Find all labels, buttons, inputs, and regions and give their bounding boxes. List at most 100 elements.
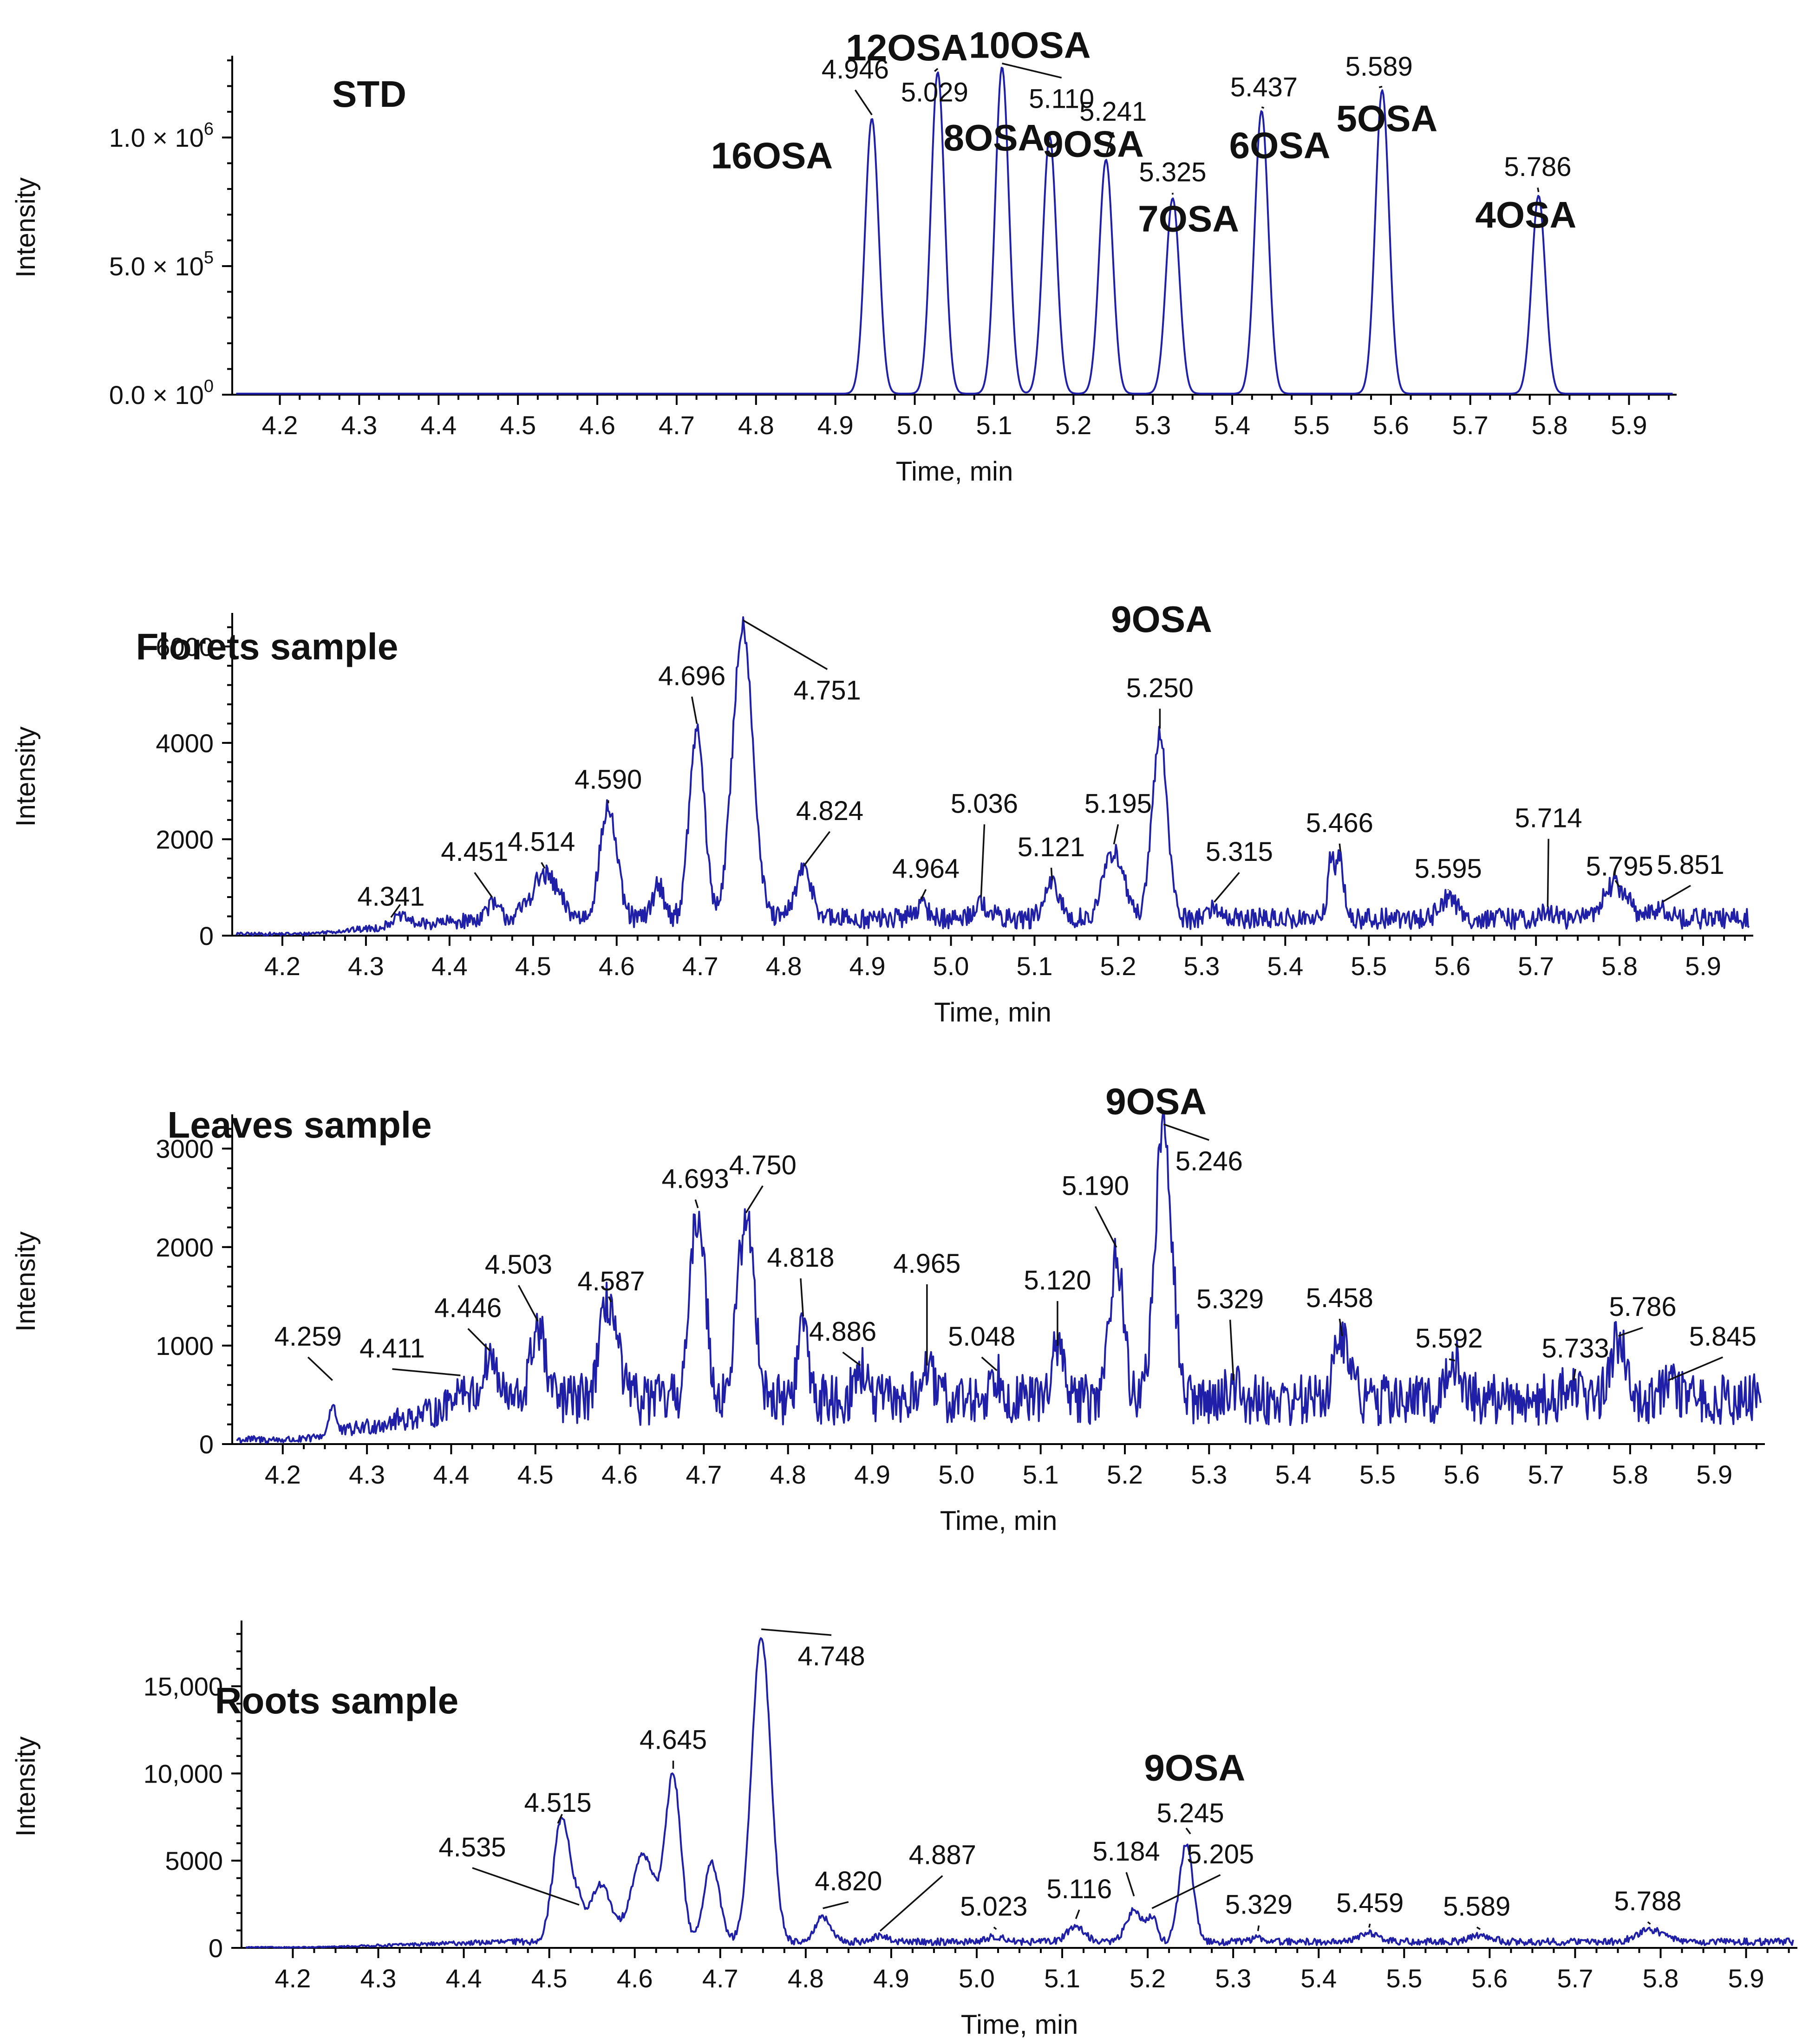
peak-label: 5.459 <box>1336 1888 1404 1918</box>
peak-label: 4.446 <box>434 1293 502 1323</box>
x-tick-label: 5.8 <box>1532 410 1568 440</box>
peak-leader-line <box>1368 1923 1371 1928</box>
peak-leader-line <box>1113 824 1119 845</box>
x-tick-label: 4.9 <box>849 951 886 981</box>
peak-label: 4.748 <box>797 1641 865 1671</box>
peak-leader-line <box>1476 1927 1481 1930</box>
peak-leader-line <box>1163 1123 1209 1141</box>
peak-leader-line <box>691 696 698 724</box>
x-tick-label: 4.9 <box>854 1460 890 1489</box>
compound-annotation: 9OSA <box>1111 599 1212 640</box>
peak-label: 5.205 <box>1187 1839 1254 1869</box>
x-tick-label: 5.4 <box>1300 1964 1337 1993</box>
peak-label: 5.048 <box>948 1321 1015 1352</box>
chromatogram-trace-std <box>236 66 1673 395</box>
y-tick-label: 4000 <box>156 729 214 758</box>
x-tick-label: 5.5 <box>1359 1460 1396 1489</box>
peak-leader-line <box>1614 880 1620 888</box>
x-tick-label: 4.8 <box>738 410 774 440</box>
peak-leader-line <box>307 1356 333 1381</box>
chromatogram-trace-leaves <box>236 1112 1762 1444</box>
compound-annotation: 9OSA <box>1043 124 1144 165</box>
x-tick-label: 4.2 <box>264 951 300 981</box>
peak-label: 4.587 <box>577 1266 645 1296</box>
x-tick-label: 4.5 <box>500 410 536 440</box>
y-tick-label: 0.0 × 100 <box>109 377 214 410</box>
x-axis-title: Time, min <box>940 1506 1057 1536</box>
peak-leader-line <box>980 824 986 898</box>
peak-leader-line <box>800 1278 804 1316</box>
peak-label: 5.786 <box>1609 1292 1677 1322</box>
peak-leader-line <box>981 1356 998 1371</box>
peak-leader-line <box>1378 85 1383 88</box>
peak-leader-line <box>541 862 546 869</box>
peak-label: 5.329 <box>1225 1890 1293 1920</box>
peak-label: 4.820 <box>815 1866 882 1896</box>
peak-label: 5.195 <box>1084 788 1152 819</box>
x-tick-label: 5.5 <box>1351 951 1387 981</box>
x-axis-title: Time, min <box>961 2010 1078 2040</box>
peak-leader-line <box>742 619 828 670</box>
peak-label: 4.590 <box>575 764 642 794</box>
peak-label: 5.595 <box>1415 853 1482 884</box>
y-tick-label: 10,000 <box>144 1759 223 1788</box>
x-tick-label: 4.7 <box>686 1460 722 1489</box>
peak-label: 5.315 <box>1206 837 1273 867</box>
x-tick-label: 4.4 <box>431 951 468 981</box>
x-tick-label: 4.3 <box>348 951 384 981</box>
compound-annotation: 6OSA <box>1229 124 1331 166</box>
peak-leader-line <box>1537 187 1540 192</box>
peak-leader-line <box>1449 1358 1456 1362</box>
x-tick-label: 5.6 <box>1373 410 1409 440</box>
compound-annotation: 9OSA <box>1144 1747 1245 1788</box>
y-tick-label: 1.0 × 106 <box>109 119 214 152</box>
peak-label: 4.818 <box>767 1243 834 1273</box>
peak-leader-line <box>472 1867 580 1906</box>
peak-leader-line <box>803 831 831 866</box>
x-tick-label: 4.9 <box>873 1964 909 1993</box>
chromatogram-trace-roots <box>245 1637 1794 1949</box>
compound-annotation: 7OSA <box>1138 198 1239 239</box>
x-axis-title: Time, min <box>896 456 1013 487</box>
y-axis-title: Intensity <box>11 727 41 827</box>
x-tick-label: 4.4 <box>446 1964 482 1993</box>
y-tick-label-mantissa: 0.0 × 10 <box>109 380 204 410</box>
peak-label: 5.786 <box>1504 152 1571 182</box>
x-tick-label: 4.7 <box>659 410 695 440</box>
x-tick-label: 4.6 <box>601 1460 638 1489</box>
peak-label: 5.466 <box>1306 808 1373 838</box>
peak-leader-line <box>879 1875 943 1932</box>
peak-label: 5.788 <box>1614 1886 1681 1916</box>
peak-leader-line <box>1229 1320 1234 1380</box>
peak-leader-line <box>993 1927 997 1930</box>
peak-label: 5.121 <box>1018 832 1085 862</box>
peak-label: 4.887 <box>909 1840 976 1870</box>
x-tick-label: 5.8 <box>1612 1460 1648 1489</box>
peak-leader-line <box>934 68 939 72</box>
y-axis-title: Intensity <box>11 1231 41 1332</box>
peak-label: 5.851 <box>1657 850 1724 880</box>
peak-label: 5.241 <box>1079 97 1147 127</box>
peak-leader-line <box>1075 1909 1080 1920</box>
y-axis-title: Intensity <box>11 1737 41 1837</box>
x-tick-label: 5.8 <box>1601 951 1638 981</box>
peak-label: 5.589 <box>1345 52 1413 82</box>
x-tick-label: 4.3 <box>349 1460 385 1489</box>
peak-label: 5.116 <box>1046 1874 1112 1904</box>
y-tick-label-mantissa: 5.0 × 10 <box>109 252 204 281</box>
peak-label: 5.029 <box>901 78 968 108</box>
peak-label: 5.714 <box>1515 803 1582 833</box>
y-tick-label-exponent: 6 <box>204 119 214 139</box>
peak-label: 5.845 <box>1689 1321 1757 1352</box>
x-tick-label: 5.7 <box>1528 1460 1564 1489</box>
sample-title: Roots sample <box>215 1680 459 1721</box>
peak-label: 5.589 <box>1443 1892 1510 1922</box>
peak-label: 5.120 <box>1024 1265 1091 1295</box>
y-tick-label: 1000 <box>156 1331 214 1360</box>
x-tick-label: 4.2 <box>275 1964 311 1993</box>
peak-label: 5.795 <box>1586 851 1653 881</box>
peak-label: 4.259 <box>274 1321 342 1352</box>
chart-panel-leaves: 4.2 4.3 4.4 4.5 4.6 4.7 4.8 4.9 5.0 5.1 5.2 5.3 5.4 5… <box>11 1081 1765 1536</box>
peak-label: 5.250 <box>1126 673 1194 703</box>
x-tick-label: 5.5 <box>1386 1964 1422 1993</box>
